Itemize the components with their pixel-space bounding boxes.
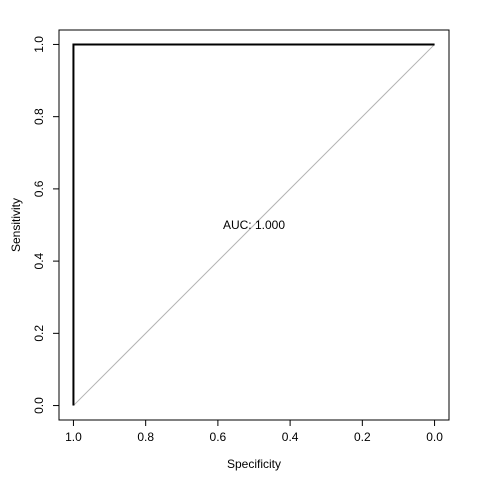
x-tick-label: 0.4	[282, 430, 299, 444]
y-axis-title: Sensitivity	[9, 198, 23, 252]
y-tick-label: 1.0	[32, 36, 46, 53]
x-axis-title: Specificity	[227, 457, 281, 471]
x-tick-label: 1.0	[65, 430, 82, 444]
y-tick-label: 0.6	[32, 180, 46, 197]
annotations: AUC: 1.000	[223, 218, 285, 232]
y-axis: 0.0 0.2 0.4 0.6 0.8 1.0	[32, 36, 60, 414]
auc-annotation: AUC: 1.000	[223, 218, 285, 232]
y-tick-label: 0.4	[32, 252, 46, 269]
roc-curve-line	[72, 43, 435, 406]
y-tick-label: 0.8	[32, 108, 46, 125]
y-tick-label: 0.0	[32, 397, 46, 414]
x-axis: 1.0 0.8 0.6 0.4 0.2 0.0	[65, 419, 443, 444]
x-tick-label: 0.6	[210, 430, 227, 444]
x-tick-label: 0.0	[426, 430, 443, 444]
x-tick-label: 0.8	[137, 430, 154, 444]
y-tick-label: 0.2	[32, 325, 46, 342]
reference-diagonal-line	[73, 44, 435, 406]
x-tick-label: 0.2	[354, 430, 371, 444]
